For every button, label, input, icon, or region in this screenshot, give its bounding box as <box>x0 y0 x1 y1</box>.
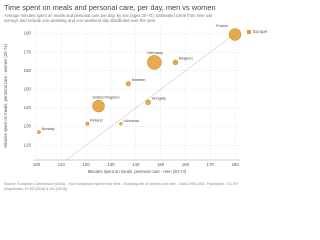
y-axis-label: Minutes spent on meals, personal care - … <box>3 43 8 147</box>
chart-title: Time spent on meals and personal care, p… <box>4 3 216 12</box>
x-tick-label: 150 <box>157 162 165 167</box>
reference-line <box>66 29 241 161</box>
point-label: Hungary <box>152 96 166 100</box>
x-tick-label: 180 <box>231 162 239 167</box>
y-tick-label: 180 <box>24 31 32 36</box>
bubble <box>92 99 105 113</box>
point-label: Norway <box>42 127 55 131</box>
y-tick-label: 150 <box>24 87 32 92</box>
bubble <box>228 28 242 41</box>
y-tick-label: 140 <box>24 105 32 110</box>
x-tick-label: 130 <box>107 162 115 167</box>
legend-swatch <box>247 30 251 34</box>
point-label: Sweden <box>132 78 146 82</box>
y-tick-label: 160 <box>24 68 32 73</box>
bubble <box>172 59 179 66</box>
point-label: Lithuania <box>123 119 139 123</box>
bubble <box>119 122 123 126</box>
y-tick-label: 120 <box>24 142 32 147</box>
point-label: Germany <box>147 51 163 55</box>
bubble <box>125 81 131 87</box>
legend-label: Europe <box>253 29 268 34</box>
x-tick-label: 100 <box>33 162 41 167</box>
source: (Gapminder, HYDE(2016) & UN (2019)) <box>4 187 67 191</box>
bubble <box>37 130 41 134</box>
bubble <box>147 55 162 70</box>
x-tick-label: 170 <box>207 162 215 167</box>
x-axis-label: Minutes spent on meals, personal care - … <box>88 169 187 174</box>
x-tick-label: 120 <box>82 162 90 167</box>
bubble <box>145 99 151 106</box>
y-tick-label: 130 <box>24 124 32 129</box>
x-tick-label: 140 <box>132 162 140 167</box>
x-tick-label: 160 <box>182 162 190 167</box>
source: Source: European Commission (2004) - How… <box>4 182 239 186</box>
point-label: Belgium <box>179 56 193 60</box>
point-label: United Kingdom <box>93 96 120 100</box>
chart: Time spent on meals and personal care, p… <box>3 2 268 191</box>
x-tick-label: 110 <box>58 162 66 167</box>
point-label: France <box>216 24 228 28</box>
subtitle: Average minutes spent on meals and perso… <box>4 13 213 18</box>
bubble <box>85 121 90 126</box>
point-label: Finland <box>90 119 102 123</box>
y-tick-label: 170 <box>24 49 32 54</box>
subtitle: surveys and include one weekday and one … <box>4 18 156 23</box>
